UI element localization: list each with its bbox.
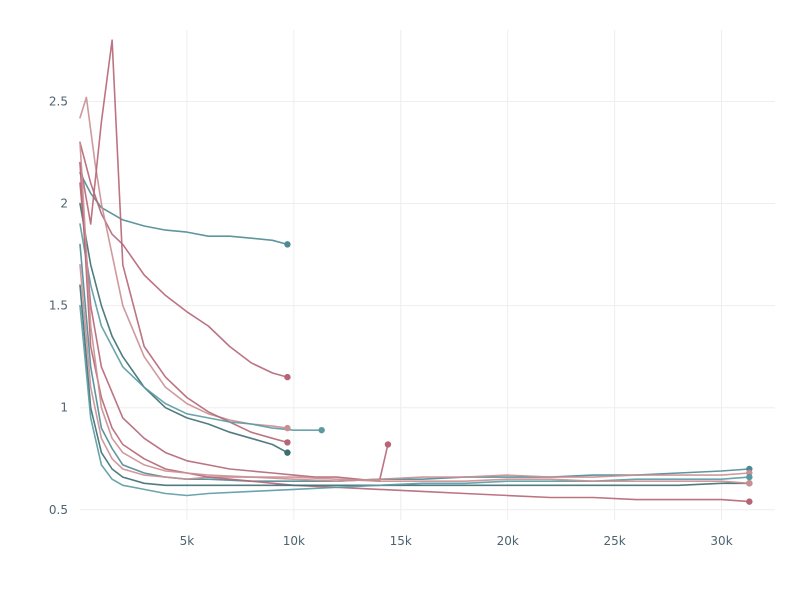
series-end-point <box>384 441 392 448</box>
series-end-point <box>746 473 753 481</box>
series-line <box>79 202 289 454</box>
y-tick-label: 2.5 <box>49 94 68 108</box>
series-end-markers <box>284 241 753 505</box>
series-line <box>79 304 751 497</box>
series-line <box>79 39 289 444</box>
series-end-point <box>284 241 291 248</box>
series-end-point <box>746 498 753 505</box>
series-lines <box>79 39 751 503</box>
series-end-point <box>284 439 291 446</box>
series-line <box>79 263 751 483</box>
grid <box>80 30 775 520</box>
y-tick-label: 0.5 <box>49 503 68 517</box>
series-end-point <box>284 373 291 381</box>
x-tick-label: 15k <box>390 534 412 548</box>
series-end-point <box>284 424 291 432</box>
series-line <box>79 141 289 378</box>
x-tick-label: 30k <box>710 534 732 548</box>
x-axis-ticks: 5k 10k 15k 20k 25k 30k <box>180 534 733 548</box>
series-line <box>79 141 751 485</box>
x-tick-label: 5k <box>180 534 195 548</box>
series-line <box>79 172 289 246</box>
x-tick-label: 25k <box>604 534 626 548</box>
series-line <box>79 243 751 483</box>
x-tick-label: 20k <box>497 534 519 548</box>
y-tick-label: 2 <box>60 197 68 211</box>
series-line <box>79 284 751 487</box>
series-line <box>79 161 751 503</box>
series-line <box>79 223 323 432</box>
series-end-point <box>746 480 753 487</box>
series-line <box>79 182 389 483</box>
x-tick-label: 10k <box>283 534 305 548</box>
series-line <box>79 96 289 429</box>
y-tick-label: 1.5 <box>49 299 68 313</box>
y-tick-label: 1 <box>60 401 68 415</box>
series-end-point <box>284 449 291 456</box>
series-end-point <box>318 426 325 434</box>
y-axis-ticks: 0.5 1 1.5 2 2.5 <box>49 94 68 516</box>
